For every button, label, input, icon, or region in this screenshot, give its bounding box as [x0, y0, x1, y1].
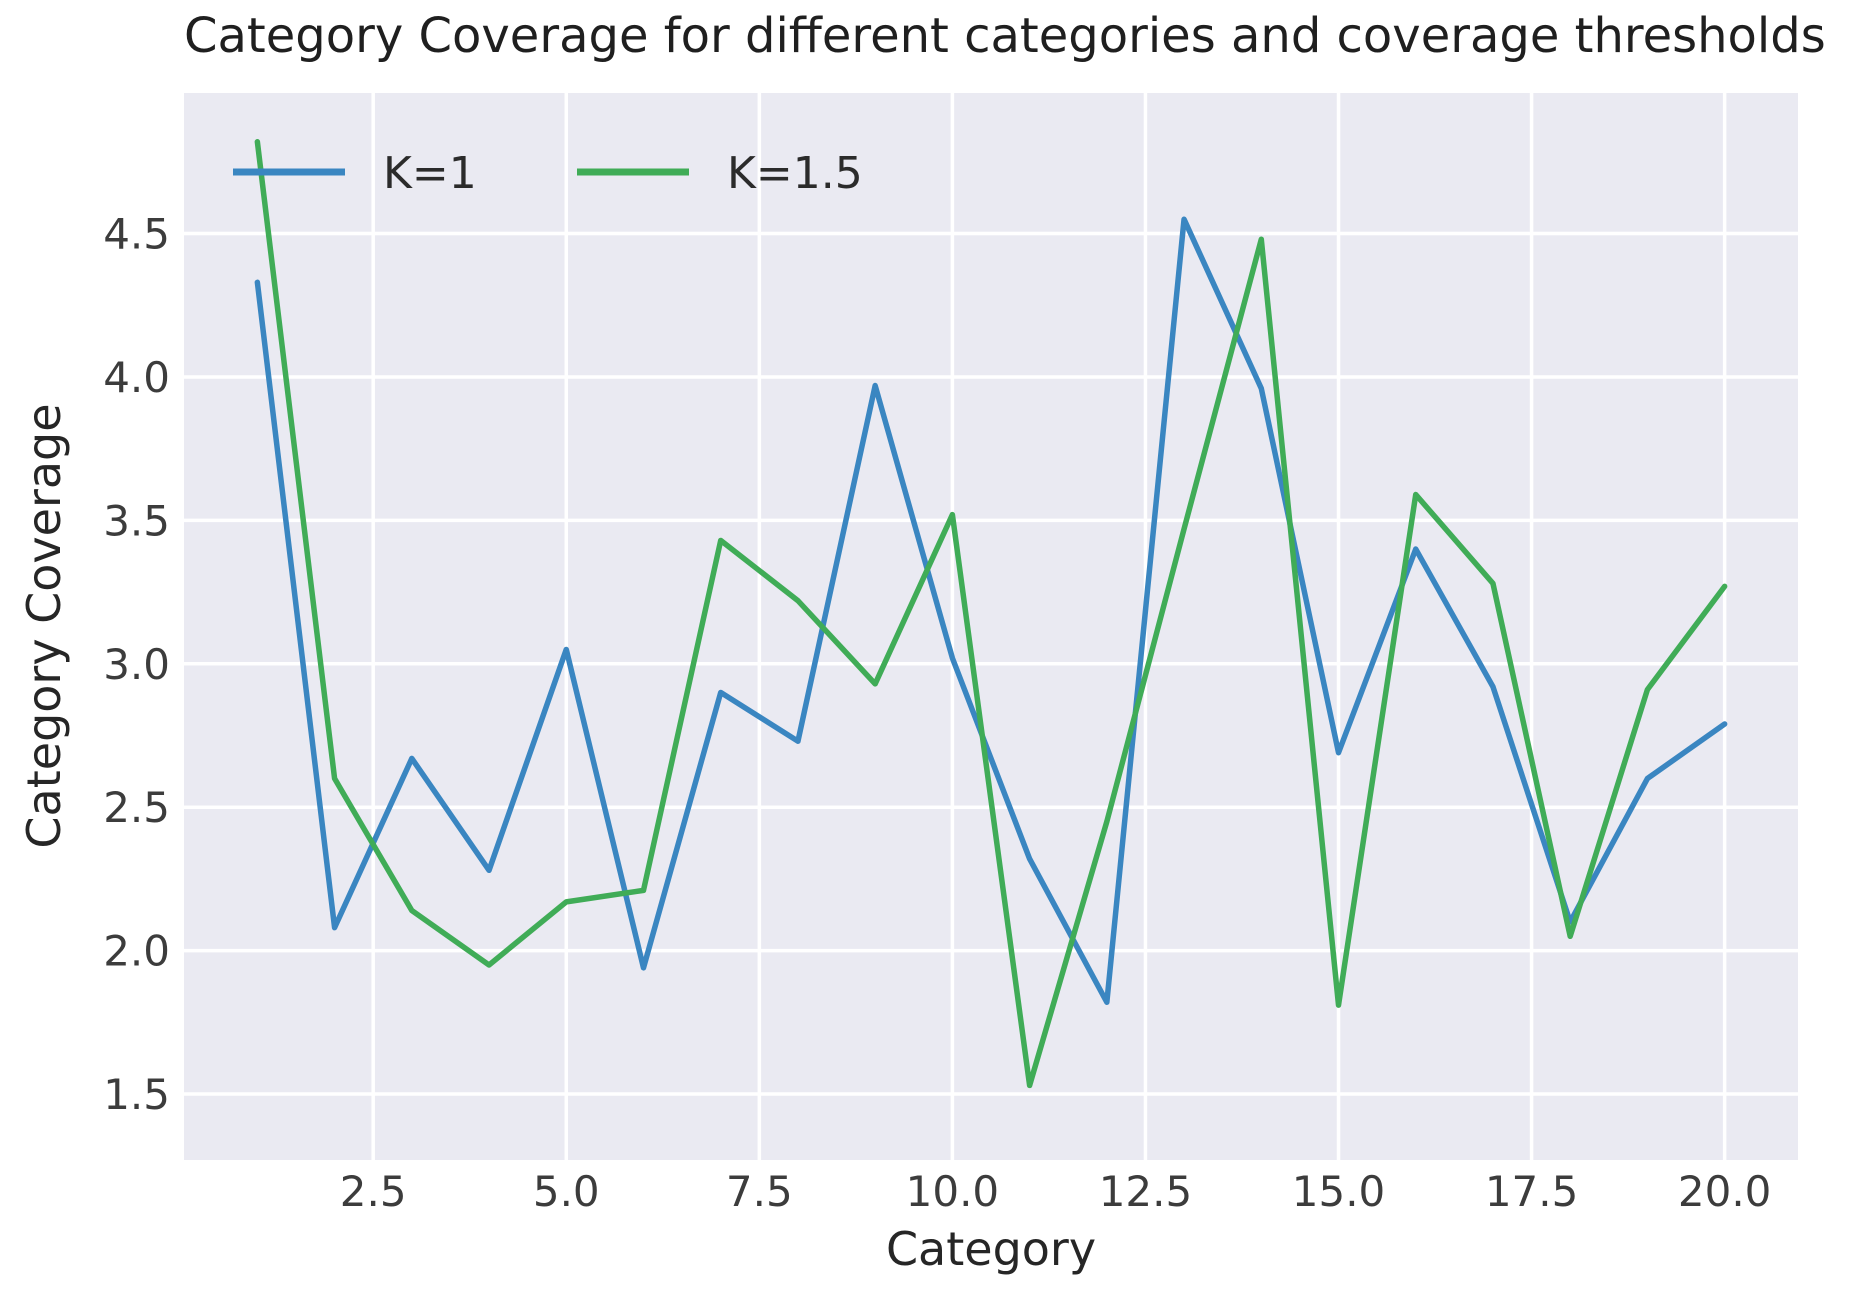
y-tick-label: 3.0	[103, 640, 170, 689]
legend-label: K=1.5	[727, 148, 863, 199]
x-tick-label: 7.5	[726, 1167, 793, 1216]
x-tick-label: 15.0	[1292, 1167, 1386, 1216]
x-tick-label: 17.5	[1485, 1167, 1579, 1216]
x-tick-label: 5.0	[533, 1167, 600, 1216]
y-tick-label: 4.0	[103, 353, 170, 402]
plot-area	[184, 93, 1798, 1160]
x-tick-label: 12.5	[1099, 1167, 1193, 1216]
series-line-k1-5	[254, 139, 1728, 1089]
chart-title: Category Coverage for different categori…	[184, 8, 1826, 64]
y-tick-label: 1.5	[103, 1070, 170, 1119]
y-tick-label: 4.5	[103, 210, 170, 259]
legend-label: K=1	[383, 148, 477, 199]
x-axis-label: Category	[885, 1222, 1097, 1276]
x-tick-label: 2.5	[340, 1167, 407, 1216]
x-tick-label: 10.0	[906, 1167, 1000, 1216]
y-tick-label: 3.5	[103, 496, 170, 545]
series-line-k1	[254, 216, 1728, 1005]
y-tick-label: 2.5	[103, 783, 170, 832]
x-tick-label: 20.0	[1678, 1167, 1772, 1216]
y-tick-label: 2.0	[103, 927, 170, 976]
y-axis-label: Category Coverage	[17, 403, 71, 849]
